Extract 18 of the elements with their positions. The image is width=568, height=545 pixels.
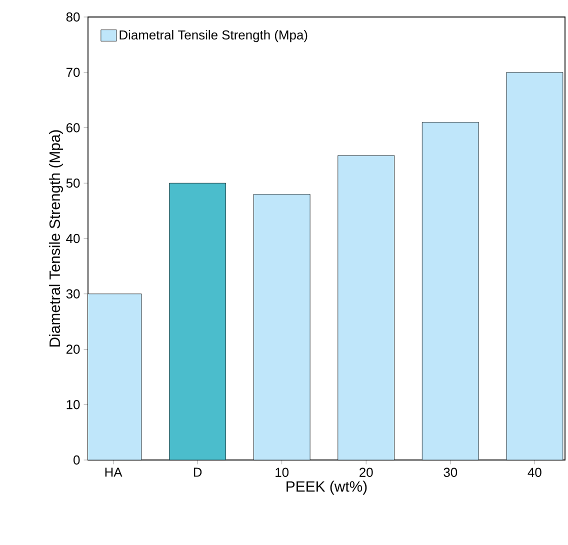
y-tick-label: 40	[66, 234, 80, 244]
y-tick-label: 30	[66, 289, 80, 298]
y-tick-label: 0	[74, 455, 80, 465]
y-tick-label: 60	[66, 123, 80, 132]
x-tick-label: 10	[276, 468, 289, 477]
x-tick-label: 30	[444, 468, 458, 477]
y-axis-title: Diametral Tensile Strength (Mpa)	[49, 130, 63, 346]
x-axis-title: PEEK (wt%)	[286, 480, 367, 495]
legend-label: Diametral Tensile Strength (Mpa)	[120, 30, 308, 42]
y-tick-label: 10	[66, 400, 80, 410]
y-tick-label: 50	[66, 178, 80, 188]
x-tick-label: D	[194, 468, 202, 477]
y-tick-label: 80	[66, 12, 80, 22]
x-tick-label: 20	[360, 468, 373, 477]
x-tick-label: HA	[105, 468, 122, 477]
x-tick-label: 40	[528, 468, 542, 477]
y-tick-label: 70	[66, 68, 80, 77]
y-tick-label: 20	[66, 344, 80, 354]
